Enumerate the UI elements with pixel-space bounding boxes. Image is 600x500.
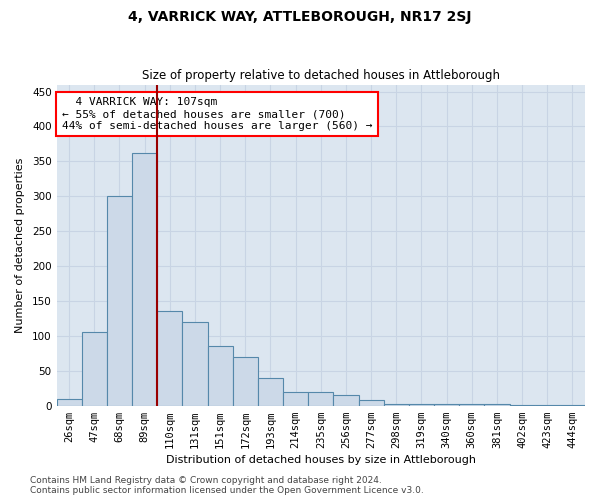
Bar xyxy=(459,404,484,406)
Bar xyxy=(283,392,308,406)
Bar xyxy=(82,332,107,406)
Bar xyxy=(233,357,258,406)
Bar xyxy=(182,322,208,406)
Bar xyxy=(258,378,283,406)
Bar xyxy=(560,405,585,406)
Bar xyxy=(509,405,535,406)
Bar xyxy=(359,400,383,406)
Y-axis label: Number of detached properties: Number of detached properties xyxy=(15,158,25,333)
Bar xyxy=(107,196,132,406)
Title: Size of property relative to detached houses in Attleborough: Size of property relative to detached ho… xyxy=(142,69,500,82)
Text: 4 VARRICK WAY: 107sqm
← 55% of detached houses are smaller (700)
44% of semi-det: 4 VARRICK WAY: 107sqm ← 55% of detached … xyxy=(62,98,373,130)
Bar xyxy=(409,404,434,406)
Bar xyxy=(535,405,560,406)
Bar xyxy=(334,395,359,406)
Bar xyxy=(383,404,409,406)
Bar xyxy=(208,346,233,406)
Bar xyxy=(484,404,509,406)
Bar xyxy=(132,153,157,406)
Bar xyxy=(56,398,82,406)
Text: 4, VARRICK WAY, ATTLEBOROUGH, NR17 2SJ: 4, VARRICK WAY, ATTLEBOROUGH, NR17 2SJ xyxy=(128,10,472,24)
Bar xyxy=(157,312,182,406)
X-axis label: Distribution of detached houses by size in Attleborough: Distribution of detached houses by size … xyxy=(166,455,476,465)
Bar xyxy=(434,404,459,406)
Bar xyxy=(308,392,334,406)
Text: Contains HM Land Registry data © Crown copyright and database right 2024.
Contai: Contains HM Land Registry data © Crown c… xyxy=(30,476,424,495)
